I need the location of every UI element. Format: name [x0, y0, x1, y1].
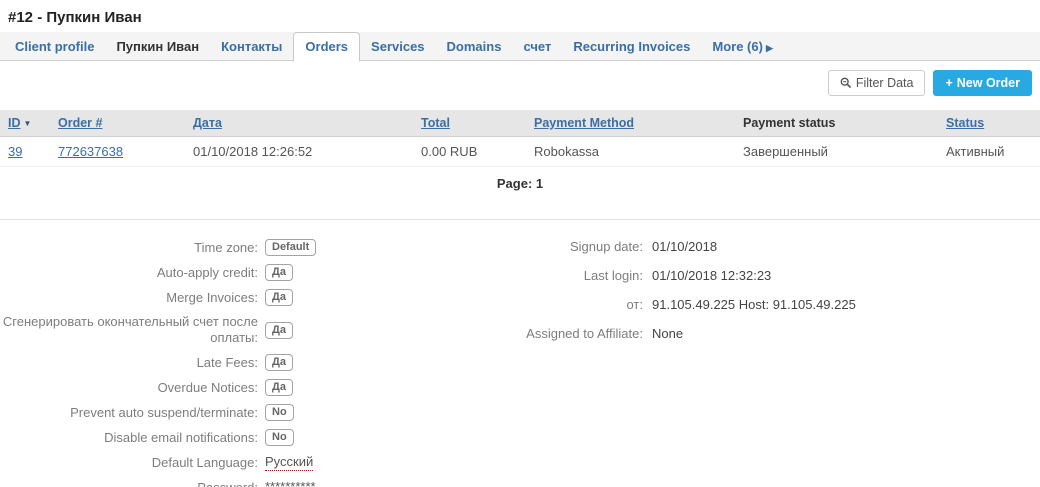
order-payment-status: Завершенный: [735, 136, 938, 167]
section-divider: [0, 219, 1040, 220]
password-value[interactable]: **********: [265, 479, 316, 487]
auto-apply-credit-label: Auto-apply credit:: [156, 264, 258, 280]
generate-final-invoice-toggle[interactable]: Да: [265, 321, 293, 339]
tab-domains[interactable]: Domains: [446, 39, 502, 54]
late-fees-label: Late Fees:: [196, 354, 258, 370]
orders-toolbar: Filter Data + New Order: [0, 61, 1040, 106]
last-login-label: Last login:: [583, 268, 643, 283]
order-number-link[interactable]: 772637638: [58, 144, 124, 159]
default-language-value[interactable]: Русский: [265, 454, 314, 471]
col-header-order[interactable]: Order #: [58, 116, 103, 130]
col-header-total[interactable]: Total: [421, 116, 450, 130]
order-status: Активный: [938, 136, 1040, 167]
plus-icon: +: [945, 76, 953, 90]
details-left-column: Time zone: Default Auto-apply credit: Да M…: [0, 239, 470, 487]
tab-recurring-invoices[interactable]: Recurring Invoices: [573, 39, 691, 54]
assigned-affiliate-label: Assigned to Affiliate:: [526, 326, 643, 341]
filter-data-label: Filter Data: [855, 76, 914, 90]
generate-final-invoice-label: Сгенерировать окончательный счет после о…: [2, 314, 258, 345]
pagination: Page: 1: [496, 176, 544, 191]
chevron-right-icon: ▶: [765, 43, 773, 53]
orders-table: ID ▼ Order # Дата Total Payment Method Pa…: [0, 110, 1040, 167]
merge-invoices-toggle[interactable]: Да: [265, 289, 293, 306]
tab-orders[interactable]: Orders: [293, 32, 361, 62]
order-total: 0.00 RUB: [413, 136, 526, 167]
overdue-notices-toggle[interactable]: Да: [265, 379, 293, 396]
auto-apply-credit-toggle[interactable]: Да: [265, 264, 293, 281]
magnifier-icon: [840, 77, 851, 89]
new-order-button[interactable]: + New Order: [933, 70, 1032, 96]
tab-bar: Client profile Пупкин Иван Контакты Orde…: [0, 32, 1040, 62]
default-language-label: Default Language:: [151, 454, 258, 470]
new-order-label: New Order: [956, 76, 1020, 90]
tab-invoice[interactable]: счет: [523, 39, 552, 54]
timezone-label: Time zone:: [194, 239, 258, 255]
client-details: Time zone: Default Auto-apply credit: Да M…: [0, 220, 1040, 487]
login-ip-label: от:: [626, 297, 643, 312]
col-header-id[interactable]: ID: [8, 116, 21, 130]
order-payment-method: Robokassa: [526, 136, 735, 167]
password-label: Password:: [197, 479, 258, 487]
timezone-toggle[interactable]: Default: [265, 239, 317, 256]
prevent-suspend-label: Prevent auto suspend/terminate:: [70, 404, 258, 420]
col-header-status[interactable]: Status: [946, 116, 985, 130]
order-row: 39 772637638 01/10/2018 12:26:52 0.00 RU…: [0, 136, 1040, 167]
orders-table-header-row: ID ▼ Order # Дата Total Payment Method Pa…: [0, 110, 1040, 137]
merge-invoices-label: Merge Invoices:: [166, 289, 258, 305]
tab-services[interactable]: Services: [371, 39, 425, 54]
tab-client-name[interactable]: Пупкин Иван: [116, 39, 200, 54]
order-date: 01/10/2018 12:26:52: [185, 136, 413, 167]
signup-date-label: Signup date:: [569, 239, 643, 254]
overdue-notices-label: Overdue Notices:: [157, 379, 258, 395]
tab-contacts[interactable]: Контакты: [221, 39, 283, 54]
disable-email-toggle[interactable]: No: [265, 429, 294, 446]
last-login-value: 01/10/2018 12:32:23: [652, 268, 772, 283]
col-header-payment-method[interactable]: Payment Method: [534, 116, 635, 130]
tab-client-profile[interactable]: Client profile: [15, 39, 95, 54]
late-fees-toggle[interactable]: Да: [265, 354, 293, 371]
col-header-date[interactable]: Дата: [193, 116, 222, 130]
tab-more-label: More (6): [712, 39, 763, 54]
filter-data-button[interactable]: Filter Data: [827, 70, 926, 96]
disable-email-label: Disable email notifications:: [104, 429, 258, 445]
signup-date-value: 01/10/2018: [652, 239, 718, 254]
details-right-column: Signup date: 01/10/2018 Last login: 01/10/…: [520, 239, 1040, 487]
assigned-affiliate-value: None: [652, 326, 684, 341]
page-title: #12 - Пупкин Иван: [8, 9, 142, 26]
col-header-payment-status: Payment status: [743, 116, 836, 130]
prevent-suspend-toggle[interactable]: No: [265, 404, 294, 421]
sort-desc-icon[interactable]: ▼: [23, 119, 32, 128]
login-ip-value: 91.105.49.225 Host: 91.105.49.225: [652, 297, 856, 312]
tab-more[interactable]: More (6) ▶: [701, 33, 783, 61]
order-id-link[interactable]: 39: [8, 144, 23, 159]
